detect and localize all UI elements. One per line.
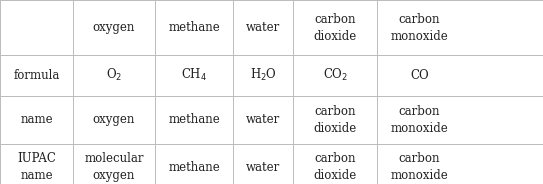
Text: oxygen: oxygen [93,113,135,126]
Text: formula: formula [14,69,60,82]
Text: methane: methane [168,21,220,34]
Text: CO: CO [410,69,429,82]
Text: O$_2$: O$_2$ [106,67,122,84]
Text: carbon
dioxide: carbon dioxide [314,13,357,43]
Text: CO$_2$: CO$_2$ [323,67,348,84]
Text: methane: methane [168,113,220,126]
Text: carbon
monoxide: carbon monoxide [390,13,449,43]
Text: water: water [246,21,281,34]
Text: carbon
dioxide: carbon dioxide [314,105,357,135]
Text: water: water [246,113,281,126]
Text: H$_2$O: H$_2$O [250,67,277,84]
Text: molecular
oxygen: molecular oxygen [84,152,144,183]
Text: IUPAC
name: IUPAC name [17,152,56,183]
Text: oxygen: oxygen [93,21,135,34]
Text: CH$_4$: CH$_4$ [181,67,207,84]
Text: methane: methane [168,161,220,174]
Text: name: name [20,113,53,126]
Text: carbon
monoxide: carbon monoxide [390,105,449,135]
Text: water: water [246,161,281,174]
Text: carbon
monoxide: carbon monoxide [390,152,449,183]
Text: carbon
dioxide: carbon dioxide [314,152,357,183]
